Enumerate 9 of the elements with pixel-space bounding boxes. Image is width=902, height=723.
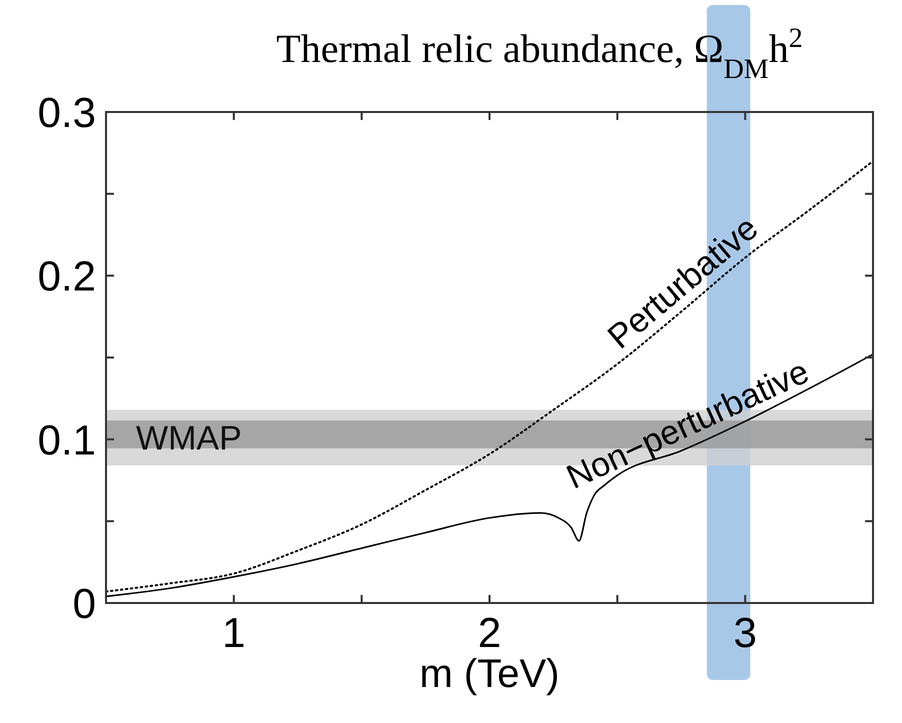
x-tick-label: 1 <box>222 609 246 656</box>
line-series <box>105 160 874 593</box>
chart-title: Thermal relic abundance, Ω$_{DM}$h$^{2}$ <box>276 22 803 84</box>
band-label: WMAP <box>136 420 242 458</box>
y-tick-label: 0.1 <box>38 416 96 464</box>
y-tick-label: 0.3 <box>38 89 96 136</box>
x-tick-label: 3 <box>733 609 757 656</box>
y-tick-label: 0.2 <box>38 252 96 300</box>
y-tick-label: 0 <box>72 580 96 627</box>
